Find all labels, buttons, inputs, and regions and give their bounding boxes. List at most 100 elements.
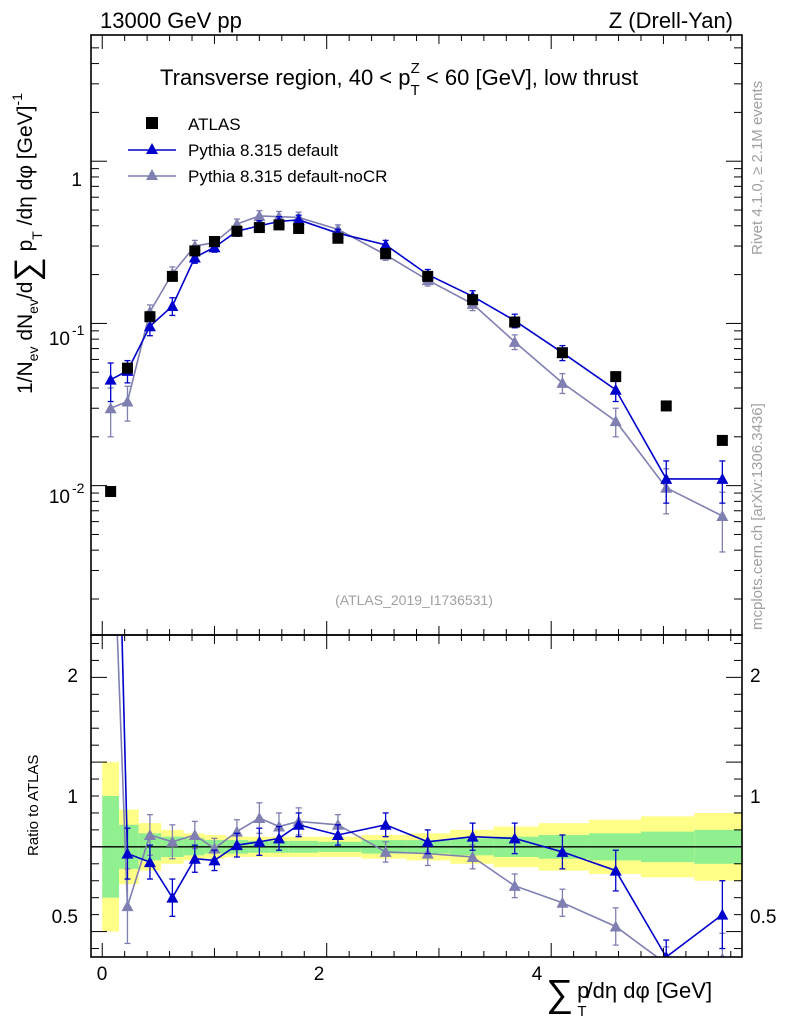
xaxis-label-rest: /dη dφ [GeV] [587, 978, 713, 1003]
nocr-point [253, 209, 266, 221]
default-ratio-point [716, 908, 729, 920]
legend-marker-default [146, 143, 158, 154]
default-point [716, 472, 729, 484]
main-axis-ticks [91, 34, 742, 635]
nocr-ratio-point [253, 812, 266, 824]
main-ytick-label-0.1: 10 [49, 329, 70, 350]
xaxis-label-p: p [577, 978, 589, 1003]
nocr-point [104, 402, 117, 414]
nocr-ratio-line [116, 635, 659, 957]
ratio-ytick-label-2: 2 [67, 666, 78, 687]
nocr-ratio-point [121, 900, 134, 912]
default-ratio-point [166, 891, 179, 903]
ratio-plot-frame [90, 634, 743, 958]
ratio-ytick-label-0.5: 0.5 [52, 907, 78, 928]
nocr-ratio-point [508, 879, 521, 891]
default-point [104, 373, 117, 385]
xaxis-label-sub: T [577, 1003, 586, 1020]
atlas-point [189, 245, 201, 257]
atlas-point [422, 270, 434, 282]
energy-label: 13000 GeV pp [100, 8, 242, 33]
atlas-point [293, 222, 305, 234]
atlas-point [105, 486, 117, 498]
legend-label-atlas: ATLAS [188, 115, 241, 134]
main-ytick-label-0.1-base: 10 [49, 329, 70, 350]
default-ratio-point [609, 864, 622, 876]
default-ratio-point [662, 951, 670, 957]
default-point [379, 238, 392, 250]
legend-label-nocr: Pythia 8.315 default-noCR [188, 167, 387, 186]
main-ytick-label-0.01: 10 [49, 487, 70, 508]
main-ylabel-text: 1/Nev dNev/d∑ pT /dη dφ [GeV]-1 [8, 93, 46, 394]
legend-marker-nocr [146, 169, 158, 180]
default-ratio-point [331, 828, 344, 840]
nocr-ratio-point [466, 851, 479, 863]
nocr-ratio-point [143, 828, 156, 840]
ratio-plot-content [91, 180, 742, 969]
atlas-point [556, 347, 568, 359]
nocr-point [556, 376, 569, 388]
xtick-label-2: 2 [314, 964, 325, 985]
default-ratio-point [379, 818, 392, 830]
main-title-suffix: < 60 [GeV], low thrust [420, 65, 638, 90]
default-point [143, 320, 156, 332]
default-ratio-point [508, 832, 521, 844]
main-ylabel: 1/Nev dNev/d∑ pT /dη dφ [GeV]-1 [8, 93, 46, 394]
legend-label-default: Pythia 8.315 default [188, 141, 339, 160]
atlas-point [253, 222, 265, 234]
atlas-point [273, 219, 285, 231]
nocr-ratio-point [556, 896, 569, 908]
legend: ATLAS Pythia 8.315 default Pythia 8.315 … [128, 115, 387, 186]
default-ratio-point [121, 847, 134, 859]
default-ratio-point [466, 830, 479, 842]
ratio-ytick-label-1: 1 [67, 787, 78, 808]
ratio-axis-ticks [91, 635, 742, 957]
default-ratio-point [292, 818, 305, 830]
default-point [166, 300, 179, 312]
default-ratio-point [421, 835, 434, 847]
main-ytick-label-1: 1 [71, 170, 82, 191]
atlas-point [208, 235, 220, 247]
atlas-point [467, 294, 479, 306]
main-title-sub: T [411, 82, 420, 99]
nocr-point [609, 415, 622, 427]
nocr-ratio-point [660, 958, 672, 969]
main-plot-content [104, 209, 729, 553]
atlas-point [380, 247, 392, 259]
legend-marker-atlas [146, 117, 158, 129]
xtick-label-0: 0 [97, 964, 108, 985]
default-point [292, 213, 305, 225]
nocr-ratio-point [166, 835, 179, 847]
ratio-ytick-label-2-right: 2 [750, 666, 761, 687]
rivet-label: Rivet 4.1.0, ≥ 2.1M events [749, 81, 766, 255]
default-ratio-point [253, 835, 266, 847]
main-ytick-label-0.01-base: 10 [49, 487, 70, 508]
default-ratio-point [556, 845, 569, 857]
ratio-ytick-label-1-right: 1 [750, 787, 761, 808]
default-ratio-point [188, 852, 201, 864]
process-label: Z (Drell-Yan) [609, 8, 733, 33]
default-ratio-point [230, 839, 243, 851]
atlas-point [144, 311, 156, 323]
main-ytick-label-0.1-exp: -1 [72, 322, 85, 338]
default-ratio-point [273, 832, 286, 844]
nocr-ratio-point [609, 920, 622, 932]
main-title: Transverse region, 40 < pTZ < 60 [GeV], … [160, 60, 638, 99]
xtick-label-4: 4 [532, 964, 543, 985]
default-point [609, 383, 622, 395]
atlas-point [660, 400, 672, 412]
atlas-point [716, 434, 728, 446]
nocr-ratio-point [379, 845, 392, 857]
nocr-point [121, 395, 134, 407]
default-point [660, 472, 673, 484]
analysis-watermark: (ATLAS_2019_I1736531) [335, 592, 493, 608]
default-ratio-point [208, 854, 221, 866]
mcplots-label: mcplots.cern.ch [arXiv:1306.3436] [749, 403, 766, 630]
atlas-point [231, 225, 243, 237]
nocr-ratio-point [105, 451, 117, 462]
default-ratio-point [105, 180, 117, 191]
ratio-ytick-label-0.5-right: 0.5 [750, 907, 776, 928]
default-point [188, 251, 201, 263]
nocr-point [716, 509, 729, 521]
